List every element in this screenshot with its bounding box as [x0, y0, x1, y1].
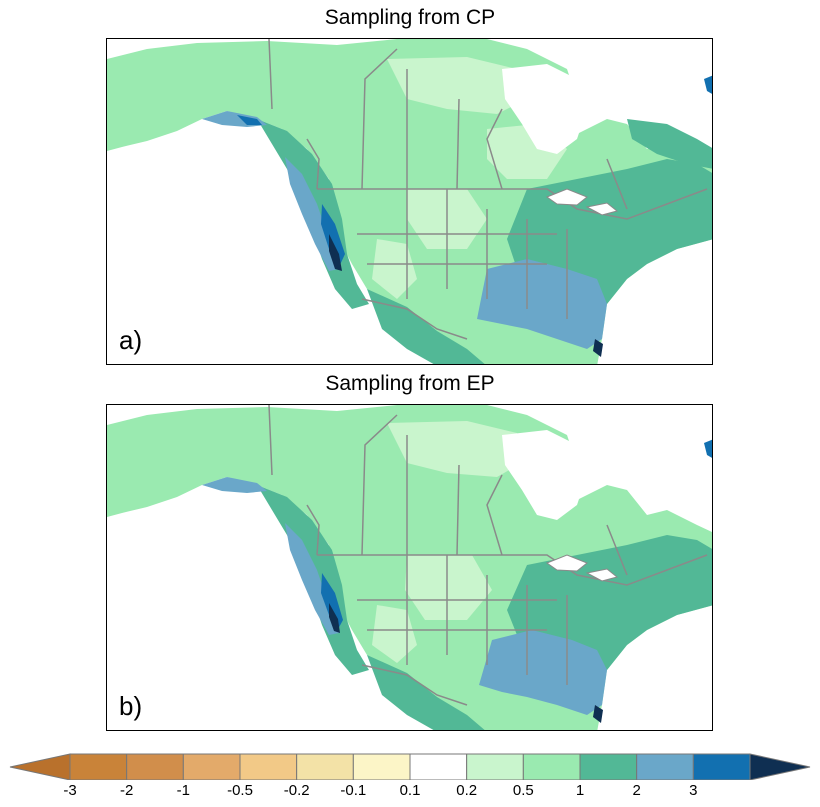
colorbar-tick-label: -1 — [176, 782, 190, 799]
colorbar-tick-label: -3 — [63, 782, 77, 799]
colorbar-tick-label: -2 — [119, 782, 134, 799]
panel-b-title: Sampling from EP — [325, 372, 495, 395]
colorbar-box — [636, 753, 694, 780]
colorbar-box — [182, 753, 241, 780]
panel-a-map: a) — [106, 38, 713, 365]
colorbar-tick-label: 3 — [689, 782, 698, 799]
colorbar-box — [466, 753, 524, 780]
map-b-svg — [107, 405, 713, 731]
colorbar-box — [126, 753, 184, 780]
colorbar-high-arrow — [749, 753, 811, 780]
colorbar-box — [409, 753, 468, 780]
colorbar-boxes — [9, 753, 811, 780]
colorbar-tick-label: 0.5 — [512, 782, 534, 799]
colorbar-box — [692, 753, 751, 780]
panel-b-map: b) — [106, 404, 713, 731]
colorbar-tick-label: -0.2 — [283, 782, 310, 799]
map-a-svg — [107, 39, 713, 365]
colorbar-box — [239, 753, 298, 780]
colorbar — [9, 753, 811, 780]
colorbar-box — [69, 753, 128, 780]
colorbar-tick-label: 1 — [575, 782, 585, 799]
colorbar-low-arrow — [9, 753, 71, 780]
colorbar-box — [579, 753, 638, 780]
colorbar-tick-label: -0.5 — [227, 782, 253, 799]
colorbar-box — [522, 753, 581, 780]
panel-b-label: b) — [119, 691, 143, 721]
colorbar-tick-label: 2 — [632, 782, 641, 799]
colorbar-tick-label: -0.1 — [340, 782, 367, 799]
colorbar-tick-label: 0.1 — [399, 782, 421, 799]
panel-a-label: a) — [119, 325, 143, 355]
colorbar-tick-label: 0.2 — [456, 782, 478, 799]
colorbar-box — [296, 753, 354, 780]
colorbar-box — [352, 753, 411, 780]
panel-a-title: Sampling from CP — [324, 6, 496, 29]
